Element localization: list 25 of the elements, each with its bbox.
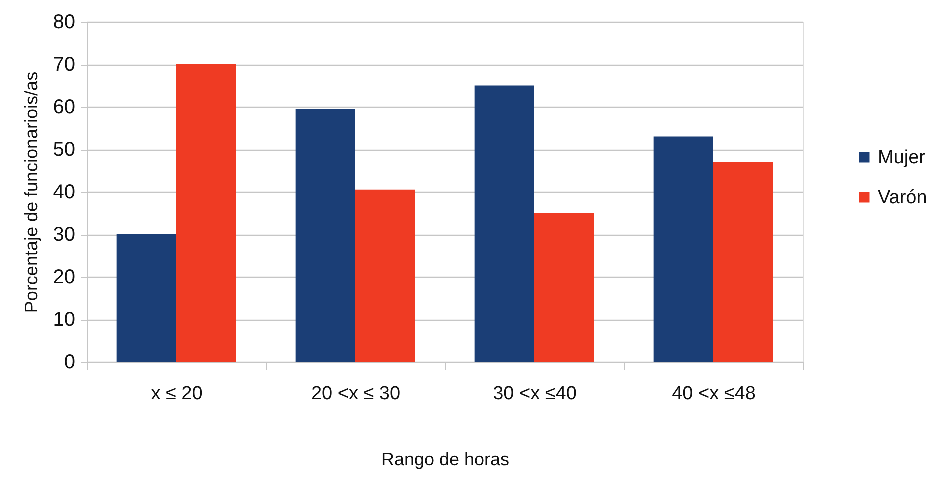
x-tick-label: 40 <x ≤48	[672, 384, 756, 404]
bar	[714, 162, 774, 362]
x-tick-label: 20 <x ≤ 30	[311, 384, 401, 404]
legend-label: Mujer	[878, 148, 926, 168]
legend-label: Varón	[878, 188, 928, 208]
bar	[176, 64, 236, 362]
y-tick-label: 70	[53, 54, 76, 76]
y-tick-label: 80	[53, 12, 76, 34]
y-tick-label: 20	[53, 266, 76, 288]
x-tick-label: x ≤ 20	[151, 384, 203, 404]
y-tick-label: 40	[53, 182, 76, 204]
y-tick-label: 60	[53, 96, 76, 118]
y-tick-label: 0	[64, 352, 76, 374]
y-tick-label: 10	[53, 309, 76, 331]
y-tick-label: 50	[53, 139, 76, 161]
bar	[474, 86, 534, 362]
bar	[296, 109, 356, 362]
y-axis-title: Porcentaje de funcionariois/as	[21, 72, 42, 314]
bar	[356, 190, 416, 362]
x-tick-label: 30 <x ≤40	[493, 384, 577, 404]
x-axis-title: Rango de horas	[381, 450, 510, 470]
y-tick-label: 30	[53, 224, 76, 246]
bar	[534, 213, 594, 362]
bar	[116, 234, 176, 362]
bar	[654, 136, 714, 362]
